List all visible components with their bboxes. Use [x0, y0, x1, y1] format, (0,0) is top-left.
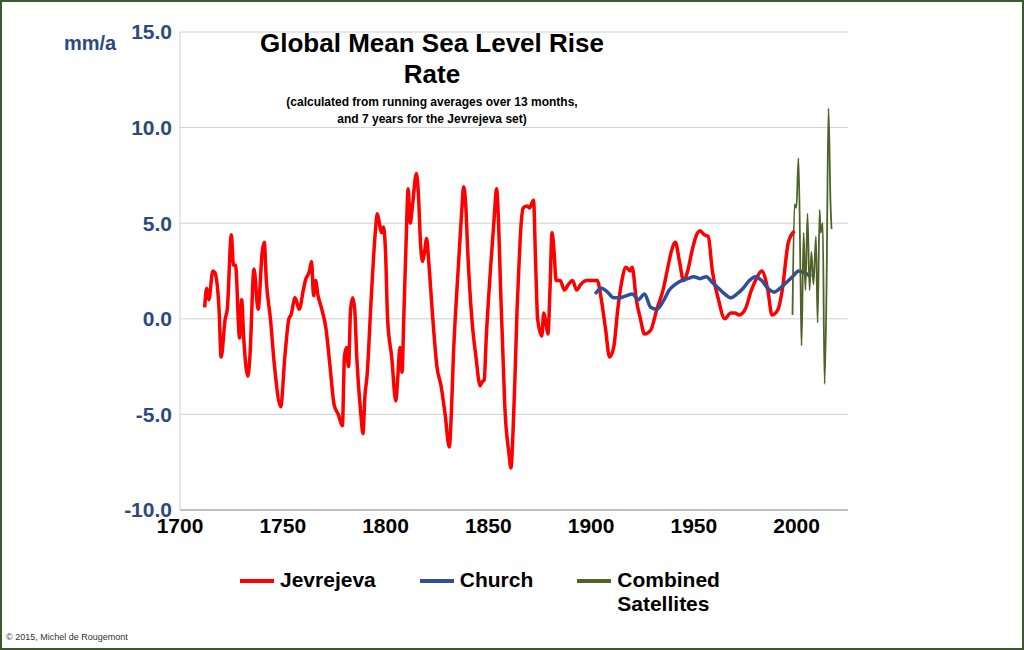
- html-text:(calculated from running avera: (calculated from running averages over 1…: [286, 95, 578, 109]
- svg-text:1850: 1850: [465, 514, 512, 537]
- html-text:Combined Satellites: Combined Satellites: [617, 568, 720, 615]
- svg-text:-5.0: -5.0: [136, 403, 172, 426]
- svg-text:2000: 2000: [773, 514, 820, 537]
- svg-text:1800: 1800: [362, 514, 409, 537]
- svg-text:1900: 1900: [568, 514, 615, 537]
- svg-text:-10.0: -10.0: [124, 498, 172, 521]
- svg-text:0.0: 0.0: [143, 307, 172, 330]
- svg-text:15.0: 15.0: [131, 20, 172, 43]
- html-text:Church: Church: [459, 568, 534, 591]
- html-text:Global Mean Sea Level Rise Rat: Global Mean Sea Level Rise Rate: [260, 28, 604, 89]
- svg-text:1950: 1950: [670, 514, 717, 537]
- html-text:© 2015, Michel de Rougemont: © 2015, Michel de Rougemont: [6, 632, 128, 642]
- svg-text:1700: 1700: [156, 513, 204, 537]
- html-text:mm/a: mm/a: [64, 32, 117, 54]
- html-text:Jevrejeva: Jevrejeva: [280, 568, 376, 591]
- html-text:and 7 years for the Jevrejeva: and 7 years for the Jevrejeva set): [337, 112, 527, 126]
- svg-text:10.0: 10.0: [131, 116, 172, 139]
- svg-text:1750: 1750: [259, 514, 306, 537]
- svg-text:5.0: 5.0: [143, 212, 172, 235]
